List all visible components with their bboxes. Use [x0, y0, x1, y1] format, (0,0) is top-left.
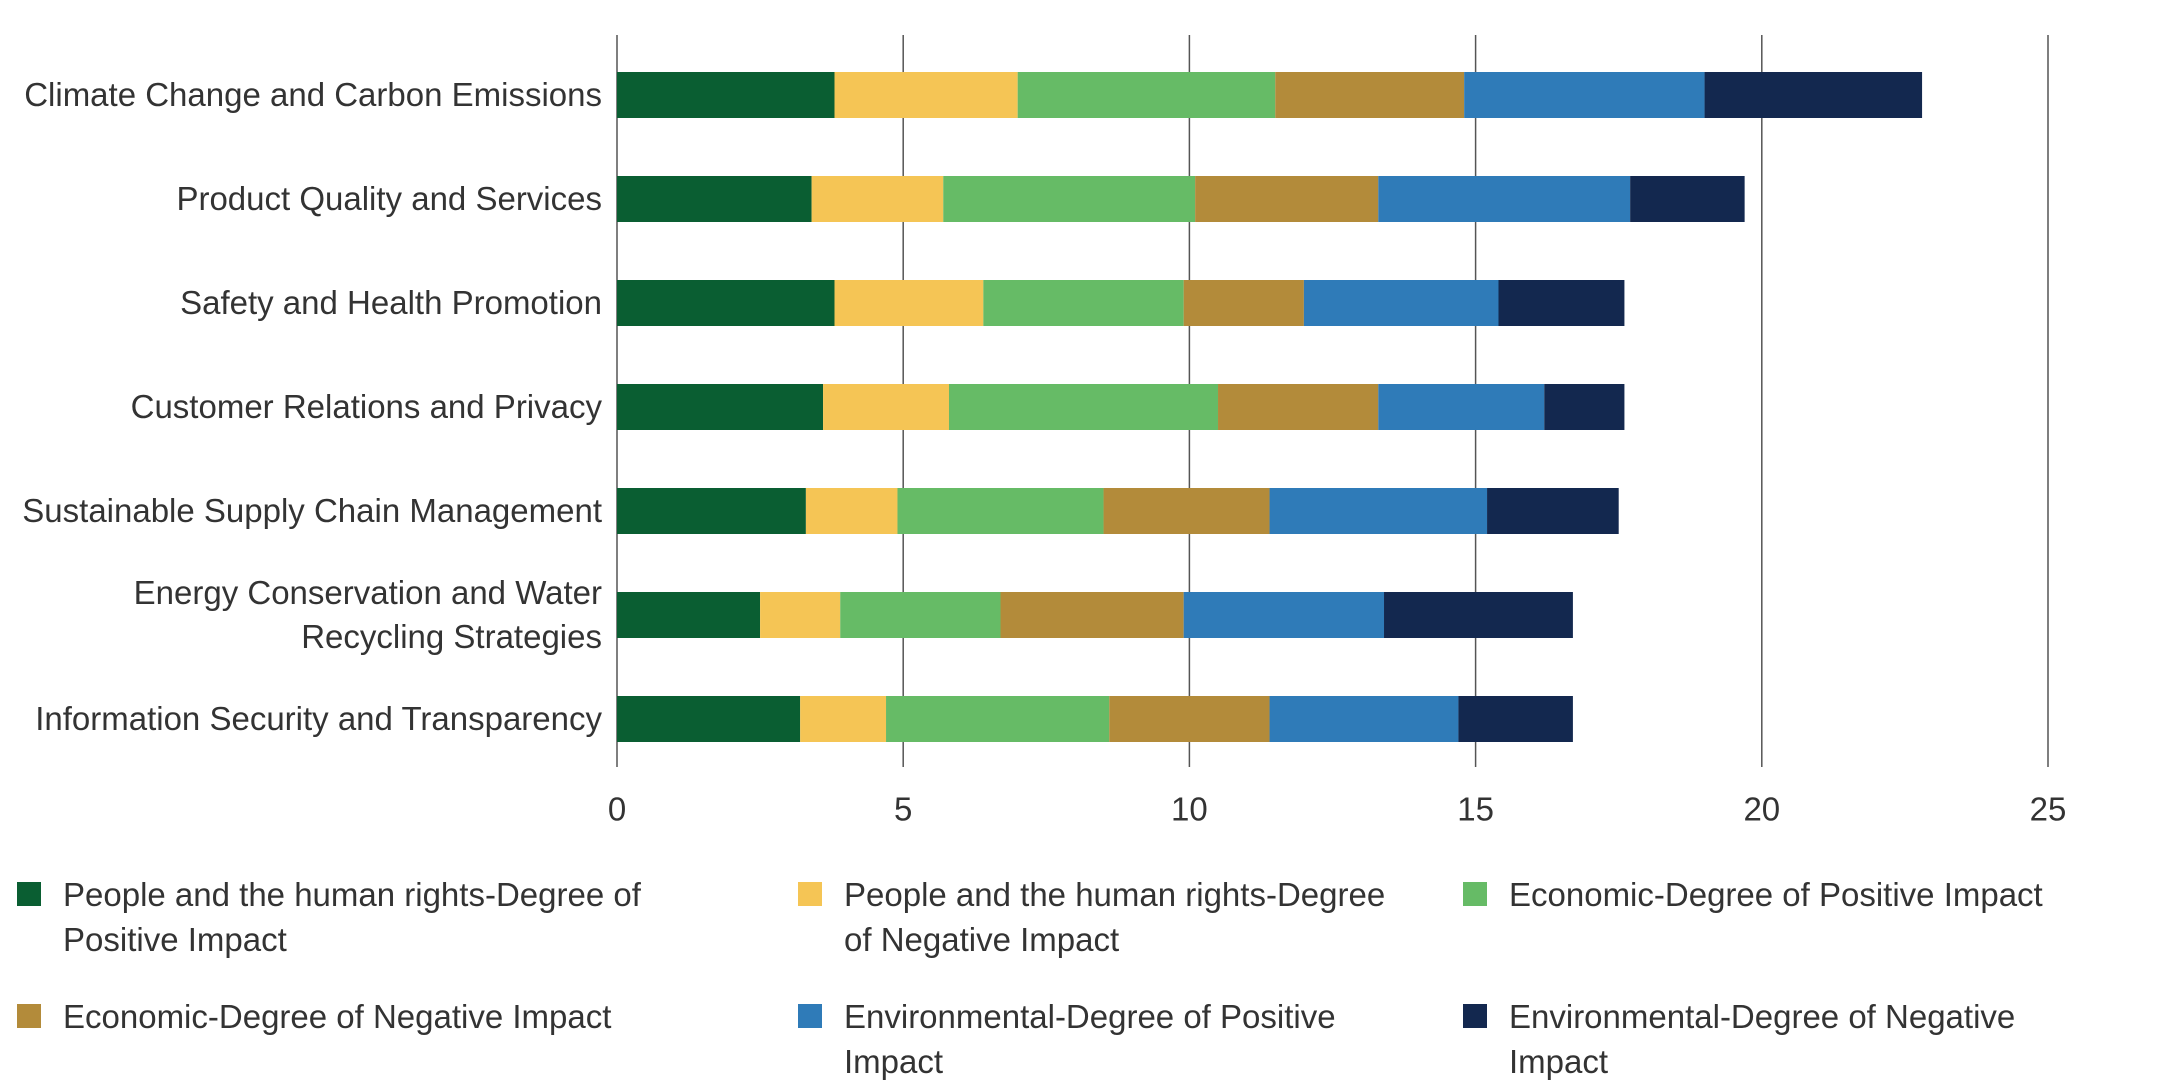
bar-segment	[1487, 488, 1619, 534]
legend-item: People and the human rights-Degree of Po…	[17, 872, 717, 962]
bar-segment	[1103, 488, 1270, 534]
y-tick-label: Information Security and Transparency	[35, 700, 602, 737]
bar-segment	[617, 384, 824, 430]
bar-segment	[1269, 488, 1488, 534]
legend-swatch	[798, 882, 822, 906]
bar-segment	[1303, 280, 1499, 326]
bar-segment	[617, 72, 835, 118]
y-tick-label: Customer Relations and Privacy	[130, 388, 602, 425]
legend-item: People and the human rights-Degree of Ne…	[798, 872, 1398, 962]
bar-segment	[617, 280, 835, 326]
bar-segment	[897, 488, 1104, 534]
legend-label: People and the human rights-Degree of Ne…	[844, 876, 1386, 958]
x-tick-label: 15	[1457, 791, 1494, 828]
bar-segment	[800, 696, 887, 742]
legend-swatch	[1463, 1004, 1487, 1028]
bar-segment	[811, 176, 944, 222]
bar-segment	[1275, 72, 1465, 118]
bar-segment	[834, 72, 1018, 118]
legend-label: Economic-Degree of Negative Impact	[63, 998, 612, 1035]
x-tick-label: 10	[1171, 791, 1208, 828]
bar-segment	[617, 176, 812, 222]
bar-segment	[1464, 72, 1705, 118]
bar-segment	[1498, 280, 1625, 326]
bar-segment	[1109, 696, 1270, 742]
bar-segment	[1195, 176, 1379, 222]
bar-segment	[1183, 280, 1304, 326]
legend-item: Economic-Degree of Negative Impact	[17, 994, 717, 1039]
legend-swatch	[17, 1004, 41, 1028]
bar-segment	[805, 488, 898, 534]
bar-segment	[943, 176, 1196, 222]
x-tick-label: 20	[1743, 791, 1780, 828]
legend-item: Environmental-Degree of Negative Impact	[1463, 994, 2123, 1084]
bar-segment	[760, 592, 841, 638]
bar-segment	[1218, 384, 1379, 430]
bar-segment	[1704, 72, 1923, 118]
bar-segment	[1000, 592, 1184, 638]
x-tick-label: 25	[2030, 791, 2067, 828]
y-tick-label: Sustainable Supply Chain Management	[22, 492, 602, 529]
bar-segment	[823, 384, 949, 430]
bar-segment	[1183, 592, 1385, 638]
bar-segment	[834, 280, 984, 326]
x-tick-label: 5	[894, 791, 912, 828]
bar-segment	[1269, 696, 1459, 742]
bar-segment	[617, 696, 801, 742]
legend-label: Environmental-Degree of Negative Impact	[1509, 998, 2016, 1080]
bar-segment	[1017, 72, 1276, 118]
bar-segment	[1544, 384, 1625, 430]
legend-swatch	[798, 1004, 822, 1028]
legend-item: Environmental-Degree of Positive Impact	[798, 994, 1398, 1084]
bar-segment	[886, 696, 1110, 742]
bar-segment	[617, 592, 761, 638]
x-tick-label: 0	[608, 791, 626, 828]
bar-segment	[1630, 176, 1745, 222]
bar-segment	[1378, 176, 1631, 222]
bar-segment	[840, 592, 1001, 638]
legend-label: Environmental-Degree of Positive Impact	[844, 998, 1336, 1080]
bar-segment	[983, 280, 1184, 326]
bar-segment	[1384, 592, 1573, 638]
y-tick-label: Safety and Health Promotion	[180, 284, 602, 321]
legend-label: Economic-Degree of Positive Impact	[1509, 876, 2043, 913]
bar-segment	[617, 488, 806, 534]
legend-swatch	[17, 882, 41, 906]
legend-swatch	[1463, 882, 1487, 906]
legend-item: Economic-Degree of Positive Impact	[1463, 872, 2123, 917]
y-tick-label: Climate Change and Carbon Emissions	[24, 76, 602, 113]
bar-segment	[1378, 384, 1545, 430]
bar-segment	[948, 384, 1219, 430]
legend-label: People and the human rights-Degree of Po…	[63, 876, 641, 958]
bar-segment	[1458, 696, 1573, 742]
y-tick-label: Energy Conservation and Water Recycling …	[133, 574, 602, 655]
y-tick-label: Product Quality and Services	[176, 180, 602, 217]
